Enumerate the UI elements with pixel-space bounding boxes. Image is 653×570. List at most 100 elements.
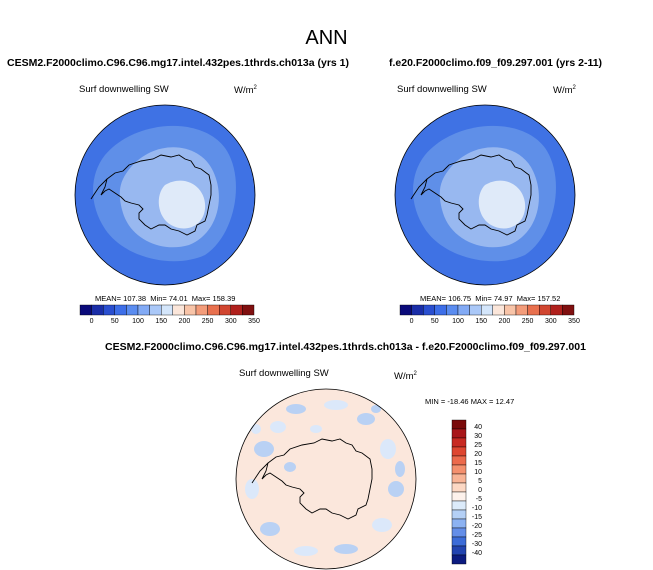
colorbar-tick-label: 20 — [474, 451, 482, 458]
peninsula-coastline — [251, 462, 269, 484]
colorbar-tick-label: 300 — [224, 318, 237, 325]
colorbar-tick-label: 0 — [478, 487, 482, 494]
colorbar-tick-label: 300 — [544, 318, 557, 325]
map-boundary — [74, 104, 256, 286]
peninsula-coastline — [410, 178, 428, 200]
min-label: Min= — [150, 294, 167, 303]
coastline — [100, 154, 212, 236]
max-label: Max= — [516, 294, 536, 303]
plateau-region — [158, 180, 206, 229]
left-units-label: W/m2 — [234, 85, 257, 97]
anomaly-patch — [260, 522, 280, 536]
anomaly-patch — [380, 439, 396, 459]
mean-value: 107.38 — [123, 294, 147, 303]
max-label: MAX = — [470, 397, 494, 406]
colorbar-tick-label: 0 — [89, 318, 94, 325]
colorbar-swatch — [399, 304, 412, 316]
map-boundary — [394, 104, 576, 286]
colorbar-tick-label: 250 — [521, 318, 534, 325]
colorbar-tick-label: 0 — [409, 318, 414, 325]
colorbar-swatch — [527, 304, 540, 316]
colorbar-swatch — [434, 304, 447, 316]
colorbar-tick-label: 150 — [155, 318, 168, 325]
colorbar-tick-label: -30 — [471, 541, 482, 548]
colorbar-tick-label: 350 — [568, 318, 580, 325]
colorbar-tick-label: 200 — [178, 318, 191, 325]
colorbar-swatch — [230, 304, 243, 316]
right-variable-label: Surf downwelling SW — [397, 84, 487, 95]
diff-units-label: W/m2 — [394, 371, 417, 383]
colorbar-tick-label: 200 — [498, 318, 511, 325]
colorbar-swatch — [423, 304, 436, 316]
anomaly-patch — [371, 405, 381, 413]
colorbar-swatch — [79, 304, 92, 316]
colorbar-swatch — [137, 304, 150, 316]
colorbar-swatch — [91, 304, 104, 316]
colorbar-swatch — [411, 304, 424, 316]
colorbar-tick-label: -40 — [471, 550, 482, 557]
colorbar-tick-label: 100 — [452, 318, 464, 325]
anomaly-patch — [324, 400, 348, 410]
colorbar-tick-label: -15 — [471, 514, 482, 521]
colorbar-swatch — [103, 304, 116, 316]
anomaly-patch — [294, 546, 318, 556]
diff-stats: MIN = -18.46 MAX = 12.47 — [425, 397, 514, 406]
anomaly-patch — [286, 404, 306, 414]
colorbar-tick-label: 10 — [474, 469, 482, 476]
anomaly-patch — [372, 518, 392, 532]
colorbar-tick-label: 50 — [110, 318, 119, 325]
colorbar-tick-label: 25 — [474, 442, 482, 449]
anomaly-patch — [284, 462, 296, 472]
max-value: 158.39 — [212, 294, 236, 303]
colorbar-tick-label: 30 — [474, 433, 482, 440]
right-colorbar — [399, 304, 575, 316]
anomaly-patch — [251, 424, 261, 434]
diff-case-title: CESM2.F2000climo.C96.C96.mg17.intel.432p… — [105, 341, 586, 353]
page-title: ANN — [305, 27, 348, 49]
colorbar-swatch — [126, 304, 139, 316]
colorbar-swatch — [515, 304, 528, 316]
colorbar-tick-label: 5 — [478, 478, 482, 485]
left-case-title: CESM2.F2000climo.C96.C96.mg17.intel.432p… — [7, 57, 349, 69]
colorbar-swatch — [114, 304, 127, 316]
left-colorbar — [79, 304, 255, 316]
min-label: MIN = — [425, 397, 446, 406]
diff-colorbar — [451, 419, 467, 565]
colorbar-swatch — [480, 304, 493, 316]
peninsula-coastline — [90, 178, 108, 200]
colorbar-tick-label: 100 — [132, 318, 144, 325]
anomaly-patch — [254, 441, 274, 457]
right-stats: MEAN= 106.75 Min= 74.97 Max= 157.52 — [420, 294, 560, 303]
anomaly-patch — [388, 481, 404, 497]
colorbar-swatch — [184, 304, 197, 316]
colorbar-swatch — [504, 304, 517, 316]
right-polar-map — [394, 104, 576, 286]
diff-variable-label: Surf downwelling SW — [239, 368, 329, 379]
map-boundary — [235, 388, 417, 570]
colorbar-swatch — [446, 304, 459, 316]
anomaly-patch — [357, 413, 375, 425]
colorbar-swatch — [451, 554, 467, 565]
mean-value: 106.75 — [448, 294, 472, 303]
colorbar-swatch — [492, 304, 505, 316]
right-units-label: W/m2 — [553, 85, 576, 97]
left-polar-map — [74, 104, 256, 286]
colorbar-tick-label: -10 — [471, 505, 482, 512]
right-case-title: f.e20.F2000climo.f09_f09.297.001 (yrs 2-… — [389, 57, 603, 69]
mean-label: MEAN= — [95, 294, 122, 303]
max-value: 157.52 — [537, 294, 561, 303]
colorbar-tick-label: 50 — [430, 318, 439, 325]
colorbar-tick-label: 15 — [474, 460, 482, 467]
colorbar-swatch — [469, 304, 482, 316]
colorbar-tick-label: 250 — [201, 318, 214, 325]
colorbar-tick-label: -25 — [471, 532, 482, 539]
anomaly-patch — [395, 461, 405, 477]
min-value: -18.46 — [447, 397, 469, 406]
colorbar-swatch — [562, 304, 575, 316]
right-colorbar-ticks: 0 50 100 150 200 250 300 350 — [400, 318, 580, 328]
colorbar-swatch — [538, 304, 551, 316]
plateau-region — [478, 180, 526, 229]
left-colorbar-ticks: 0 50 100 150 200 250 300 350 — [80, 318, 260, 328]
max-label: Max= — [191, 294, 211, 303]
colorbar-swatch — [207, 304, 220, 316]
